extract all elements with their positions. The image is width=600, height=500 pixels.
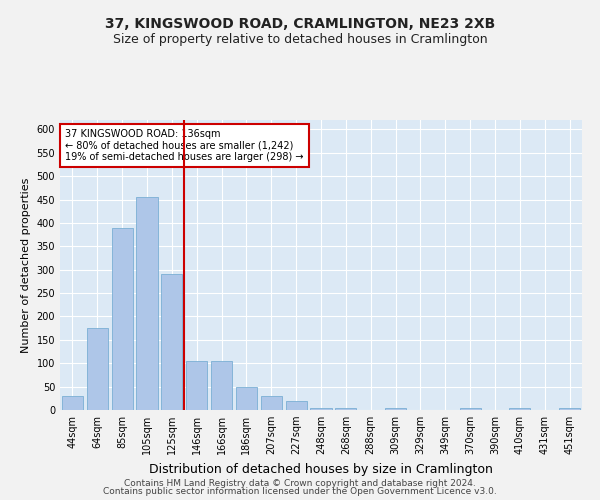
Text: Contains public sector information licensed under the Open Government Licence v3: Contains public sector information licen…	[103, 487, 497, 496]
Text: Size of property relative to detached houses in Cramlington: Size of property relative to detached ho…	[113, 32, 487, 46]
Bar	[87, 328, 108, 410]
Bar	[136, 197, 158, 410]
Bar	[286, 400, 307, 410]
Bar	[236, 386, 257, 410]
Bar	[62, 396, 83, 410]
Text: Contains HM Land Registry data © Crown copyright and database right 2024.: Contains HM Land Registry data © Crown c…	[124, 478, 476, 488]
Bar	[211, 361, 232, 410]
Bar	[310, 408, 332, 410]
Bar	[335, 408, 356, 410]
Bar	[460, 408, 481, 410]
Bar	[261, 396, 282, 410]
Bar	[559, 408, 580, 410]
Bar	[112, 228, 133, 410]
X-axis label: Distribution of detached houses by size in Cramlington: Distribution of detached houses by size …	[149, 462, 493, 475]
Bar	[385, 408, 406, 410]
Bar	[161, 274, 182, 410]
Y-axis label: Number of detached properties: Number of detached properties	[21, 178, 31, 352]
Bar	[509, 408, 530, 410]
Text: 37, KINGSWOOD ROAD, CRAMLINGTON, NE23 2XB: 37, KINGSWOOD ROAD, CRAMLINGTON, NE23 2X…	[105, 18, 495, 32]
Text: 37 KINGSWOOD ROAD: 136sqm
← 80% of detached houses are smaller (1,242)
19% of se: 37 KINGSWOOD ROAD: 136sqm ← 80% of detac…	[65, 128, 304, 162]
Bar	[186, 361, 207, 410]
